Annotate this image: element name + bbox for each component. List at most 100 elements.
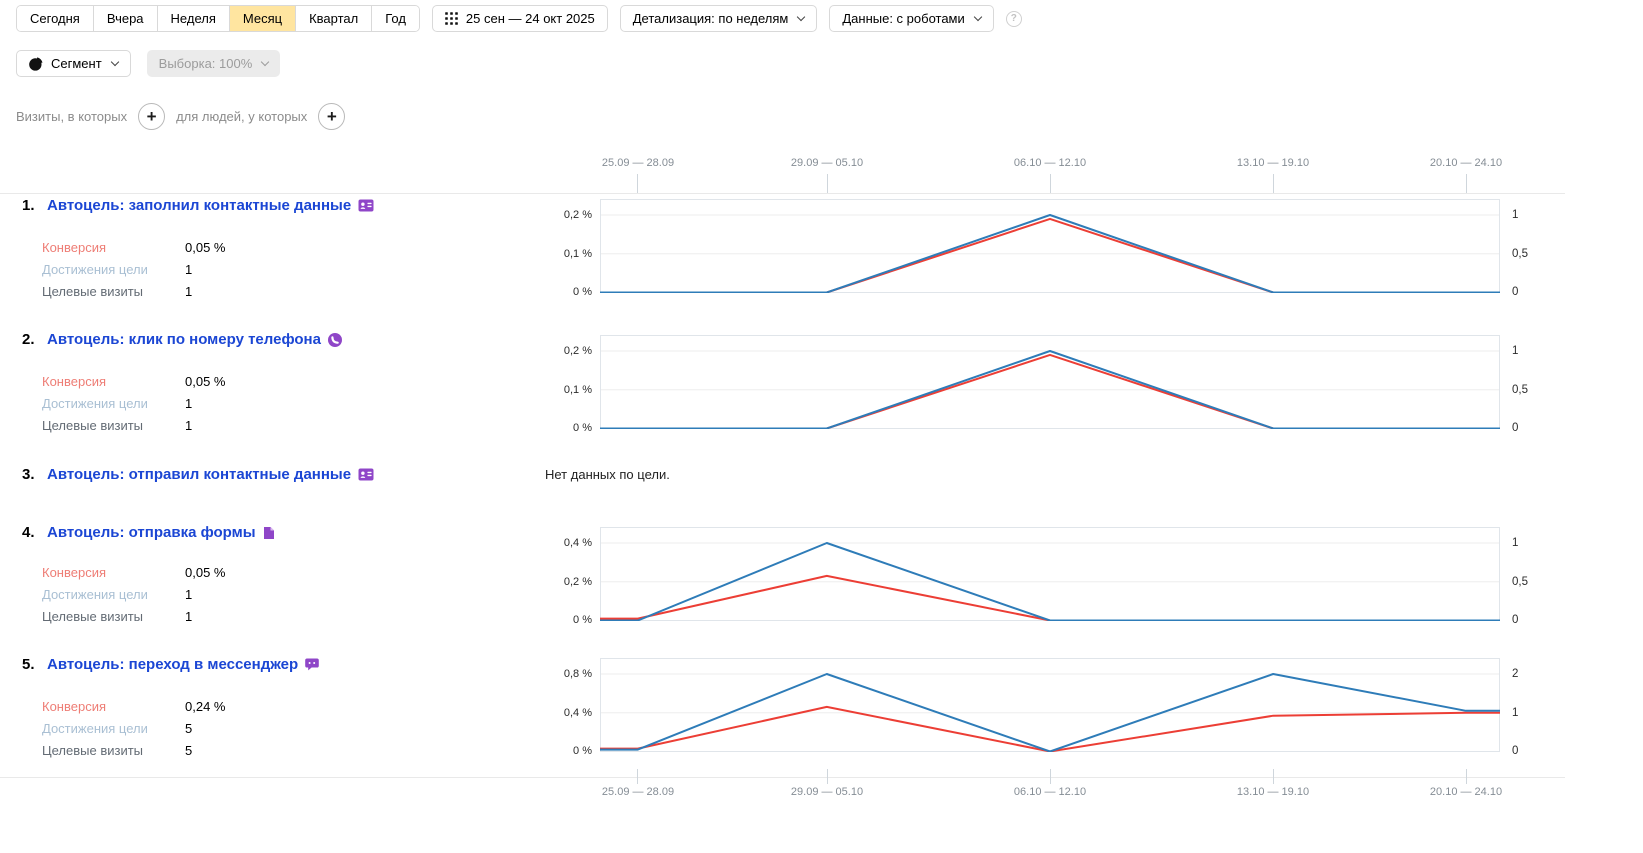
x-axis-tick [1273, 174, 1274, 193]
y-axis-right-tick: 0 [1512, 286, 1519, 298]
goal-chart-plot[interactable] [600, 199, 1500, 293]
y-axis-right-tick: 1 [1512, 345, 1519, 357]
x-axis-tick [637, 769, 638, 784]
x-axis-tick [1466, 174, 1467, 193]
x-axis-label: 06.10 — 12.10 [1013, 157, 1087, 169]
goal-chart-plot[interactable] [600, 527, 1500, 621]
divider [0, 777, 1565, 778]
stat-row-goal-reaches: Достижения цели 1 [42, 587, 192, 602]
x-axis-label: 06.10 — 12.10 [1013, 786, 1087, 798]
goal-chart: 0,8 % 0,4 % 0 % 2 1 0 [0, 658, 1565, 757]
calendar-grid-icon [445, 12, 458, 25]
period-today-button[interactable]: Сегодня [17, 6, 93, 31]
period-switcher: Сегодня Вчера Неделя Месяц Квартал Год [16, 5, 420, 32]
goal-chart-plot[interactable] [600, 335, 1500, 429]
stat-label: Целевые визиты [42, 284, 144, 299]
y-axis-left-tick: 0,4 % [563, 537, 592, 549]
data-mode-label: Данные: с роботами [842, 11, 965, 26]
y-axis-right-tick: 2 [1512, 668, 1519, 680]
period-yesterday-button[interactable]: Вчера [92, 6, 157, 31]
data-mode-dropdown[interactable]: Данные: с роботами [829, 5, 994, 32]
period-quarter-button[interactable]: Квартал [295, 6, 372, 31]
goal-row-title: 5. Автоцель: переход в мессенджер [22, 656, 319, 673]
stat-value: 1 [185, 262, 193, 277]
y-axis-right-tick: 0 [1512, 745, 1519, 757]
period-month-button[interactable]: Месяц [228, 6, 296, 31]
x-axis-tick [1273, 769, 1274, 784]
goal-link[interactable]: Автоцель: отправил контактные данные [47, 466, 352, 483]
period-year-button[interactable]: Год [371, 6, 419, 31]
add-people-filter-button[interactable]: + [318, 103, 346, 130]
y-axis-right-tick: 0,5 [1512, 384, 1528, 396]
y-axis-right-tick: 0 [1512, 614, 1519, 626]
segment-dropdown[interactable]: Сегмент [16, 50, 131, 77]
x-axis-label: 25.09 — 28.09 [601, 157, 675, 169]
date-range-button[interactable]: 25 сен — 24 окт 2025 [431, 5, 608, 32]
y-axis-right-tick: 0,5 [1512, 248, 1528, 260]
stat-value: 1 [185, 284, 193, 299]
x-axis-tick [1050, 174, 1051, 193]
y-axis-right-tick: 1 [1512, 209, 1519, 221]
goal-number: 4. [22, 524, 35, 541]
stat-value: 5 [185, 743, 193, 758]
stat-value: 1 [185, 587, 193, 602]
stat-value: 0,05 % [185, 565, 226, 580]
stat-value: 0,05 % [185, 240, 226, 255]
stat-label: Конверсия [42, 699, 107, 714]
goal-number: 5. [22, 656, 35, 673]
sampling-label: Выборка: 100% [158, 56, 253, 71]
goal-link[interactable]: Автоцель: заполнил контактные данные [47, 197, 352, 214]
goal-row-title: 3. Автоцель: отправил контактные данные [22, 466, 374, 483]
y-axis-right-tick: 1 [1512, 707, 1519, 719]
contact-card-icon [358, 199, 374, 212]
stat-row-target-visits: Целевые визиты 1 [42, 609, 192, 624]
x-axis-tick [637, 174, 638, 193]
help-icon[interactable]: ? [1005, 10, 1022, 27]
detalization-dropdown[interactable]: Детализация: по неделям [619, 5, 818, 32]
detalization-label: Детализация: по неделям [632, 11, 789, 26]
segment-bar: Сегмент Выборка: 100% [16, 50, 281, 77]
date-range-label: 25 сен — 24 окт 2025 [465, 11, 595, 26]
goal-number: 1. [22, 197, 35, 214]
y-axis-left-tick: 0,1 % [563, 384, 592, 396]
goal-row-title: 1. Автоцель: заполнил контактные данные [22, 197, 374, 214]
goal-number: 3. [22, 466, 35, 483]
goal-chart-plot[interactable] [600, 658, 1500, 752]
y-axis-left-tick: 0 % [573, 286, 592, 298]
stat-row-conversion: Конверсия 0,05 % [42, 374, 225, 389]
stat-row-goal-reaches: Достижения цели 5 [42, 721, 192, 736]
y-axis-left-tick: 0,2 % [563, 345, 592, 357]
contact-card-icon [358, 468, 374, 481]
x-axis-label: 13.10 — 19.10 [1236, 786, 1310, 798]
stat-label: Достижения цели [42, 262, 148, 277]
stat-row-conversion: Конверсия 0,05 % [42, 240, 225, 255]
messenger-icon [305, 658, 319, 671]
y-axis-left-tick: 0,2 % [563, 209, 592, 221]
x-axis-tick [827, 174, 828, 193]
stat-value: 1 [185, 418, 193, 433]
stat-value: 1 [185, 396, 193, 411]
x-axis-label: 20.10 — 24.10 [1429, 786, 1503, 798]
sampling-dropdown[interactable]: Выборка: 100% [146, 50, 281, 77]
stat-row-target-visits: Целевые визиты 1 [42, 284, 192, 299]
goal-link[interactable]: Автоцель: отправка формы [47, 524, 256, 541]
stat-label: Целевые визиты [42, 743, 144, 758]
goal-link[interactable]: Автоцель: переход в мессенджер [47, 656, 299, 673]
stat-row-conversion: Конверсия 0,05 % [42, 565, 225, 580]
goal-link[interactable]: Автоцель: клик по номеру телефона [47, 331, 321, 348]
stat-row-goal-reaches: Достижения цели 1 [42, 396, 192, 411]
stat-row-target-visits: Целевые визиты 1 [42, 418, 192, 433]
form-icon [263, 526, 275, 540]
x-axis-tick [827, 769, 828, 784]
add-visits-filter-button[interactable]: + [138, 103, 166, 130]
x-axis-tick [1050, 769, 1051, 784]
y-axis-right-tick: 0 [1512, 422, 1519, 434]
stat-label: Конверсия [42, 374, 107, 389]
segment-label: Сегмент [51, 56, 102, 71]
period-week-button[interactable]: Неделя [156, 6, 229, 31]
stat-value: 1 [185, 609, 193, 624]
stat-row-target-visits: Целевые визиты 5 [42, 743, 192, 758]
goal-row-title: 2. Автоцель: клик по номеру телефона [22, 331, 342, 348]
goal-chart: 0,2 % 0,1 % 0 % 1 0,5 0 [0, 199, 1565, 298]
